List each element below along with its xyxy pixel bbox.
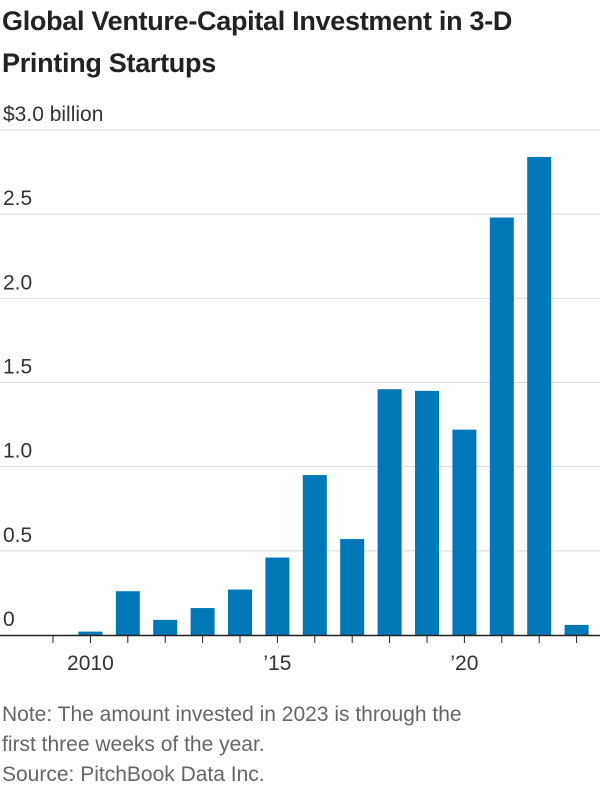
y-tick-label: 2.5 xyxy=(3,187,32,210)
bar-2013 xyxy=(190,608,215,635)
bar-2019 xyxy=(415,390,439,635)
y-tick-label: 0 xyxy=(3,608,15,631)
bar-2023 xyxy=(564,624,589,635)
chart-notes: Note: The amount invested in 2023 is thr… xyxy=(2,700,598,790)
y-tick-label: 1.5 xyxy=(3,356,32,379)
bar-2018 xyxy=(377,389,402,635)
note-line-2: first three weeks of the year. xyxy=(2,733,265,756)
bar-2012 xyxy=(153,619,178,635)
chart-title: Global Venture-Capital Investment in 3-D… xyxy=(2,6,513,78)
bar-2022 xyxy=(527,156,552,635)
x-tick-labels: 2010 ’15 ’20 xyxy=(67,652,478,675)
bar-2021 xyxy=(489,217,514,635)
x-tick-label: ’15 xyxy=(263,652,291,675)
bar-2011 xyxy=(115,591,140,635)
source-text: Source: PitchBook Data Inc. xyxy=(2,763,265,786)
y-tick-label: 1.0 xyxy=(3,440,32,463)
bar-2017 xyxy=(340,539,365,635)
x-tick-label: ’20 xyxy=(450,652,478,675)
y-tick-labels: 0 0.5 1.0 1.5 2.0 2.5 $3.0 billion xyxy=(3,103,103,631)
bar-chart: 0 0.5 1.0 1.5 2.0 2.5 $3.0 billion 2010 ’15 ’20 xyxy=(0,103,600,675)
bar-2010 xyxy=(78,631,103,635)
bar-2014 xyxy=(228,589,252,635)
bar-2015 xyxy=(265,557,290,635)
bars xyxy=(78,156,589,635)
x-axis xyxy=(0,634,600,643)
note-line-1: Note: The amount invested in 2023 is thr… xyxy=(2,703,462,726)
bar-2016 xyxy=(302,475,327,635)
y-tick-label: $3.0 billion xyxy=(3,103,103,126)
y-tick-label: 0.5 xyxy=(3,524,32,547)
bar-2020 xyxy=(452,429,477,635)
y-tick-label: 2.0 xyxy=(3,271,32,294)
x-tick-label: 2010 xyxy=(67,652,114,675)
